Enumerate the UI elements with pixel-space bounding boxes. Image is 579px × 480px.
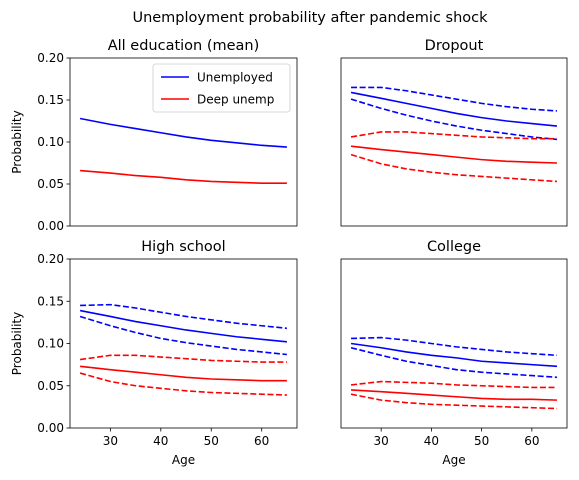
series-line-3-6 (79, 372, 287, 396)
y-tick-label: 0.10 (37, 135, 64, 149)
series-line-4-2 (351, 336, 558, 357)
y-tick-label: 0.00 (37, 219, 64, 233)
x-axis-label: Age (442, 453, 465, 467)
legend-box (152, 63, 291, 113)
legend-label: Unemployed (197, 71, 273, 85)
y-tick-label: 0.15 (37, 93, 64, 107)
plot-frame (340, 258, 568, 429)
y-tick-label: 0.20 (37, 252, 64, 266)
y-tick-label: 0.10 (37, 337, 64, 351)
legend: Unemployed Deep unemp (152, 63, 291, 113)
series-line-2-5 (350, 131, 557, 140)
y-tick-label: 0.00 (37, 421, 64, 435)
y-tick-label: 0.05 (37, 177, 64, 191)
x-tick-label: 60 (524, 434, 539, 448)
x-tick-label: 30 (374, 434, 389, 448)
plot-frame (69, 258, 298, 429)
chart-panel-2: Dropout (340, 38, 568, 227)
panel-title: College (427, 239, 481, 255)
series-line-2-3 (350, 98, 558, 141)
series-line-4-6 (350, 393, 557, 410)
x-tick-label: 50 (204, 434, 219, 448)
y-axis-label: Probability (10, 110, 24, 173)
series-line-2-4 (350, 145, 557, 164)
series-line-2-2 (351, 86, 558, 112)
y-tick-label: 0.15 (37, 294, 64, 308)
series-line-4-3 (350, 346, 558, 379)
plot-frame (340, 57, 568, 227)
chart-panel-1: 0.00 0.05 0.10 0.15 0.20 All education (mean)… (10, 38, 298, 233)
y-axis-label: Probability (10, 312, 24, 375)
y-tick-label: 0.20 (37, 51, 64, 65)
panels: 0.00 0.05 0.10 0.15 0.20 All education (mean)… (10, 38, 568, 467)
chart-panel-4: 30 40 50 60 College Age (340, 239, 568, 467)
x-tick-label: 50 (474, 434, 489, 448)
x-tick-label: 40 (424, 434, 439, 448)
panel-title: High school (141, 239, 225, 255)
series-line-3-3 (79, 315, 287, 356)
panel-title: All education (mean) (108, 38, 260, 54)
x-axis-label: Age (172, 453, 195, 467)
x-tick-label: 40 (153, 434, 168, 448)
panel-title: Dropout (425, 38, 484, 54)
legend-label: Deep unemp (197, 93, 274, 107)
series-line-2-1 (350, 91, 558, 127)
series-line-3-2 (80, 303, 287, 330)
series-line-4-1 (350, 342, 558, 368)
series-line-1-2 (80, 169, 287, 184)
x-tick-label: 60 (254, 434, 269, 448)
series-line-4-4 (350, 389, 557, 401)
series-line-3-4 (80, 365, 287, 382)
y-tick-label: 0.05 (37, 379, 64, 393)
series-line-3-1 (79, 309, 287, 343)
series-line-1-1 (79, 117, 287, 148)
series-line-2-6 (350, 153, 558, 183)
figure-suptitle: Unemployment probability after pandemic … (132, 10, 488, 26)
x-tick-label: 30 (103, 434, 118, 448)
series-line-4-5 (350, 380, 557, 389)
chart-panel-3: 0.00 0.05 0.10 0.15 0.20 30 40 50 60 High school P… (10, 239, 298, 467)
series-line-3-5 (79, 354, 287, 363)
